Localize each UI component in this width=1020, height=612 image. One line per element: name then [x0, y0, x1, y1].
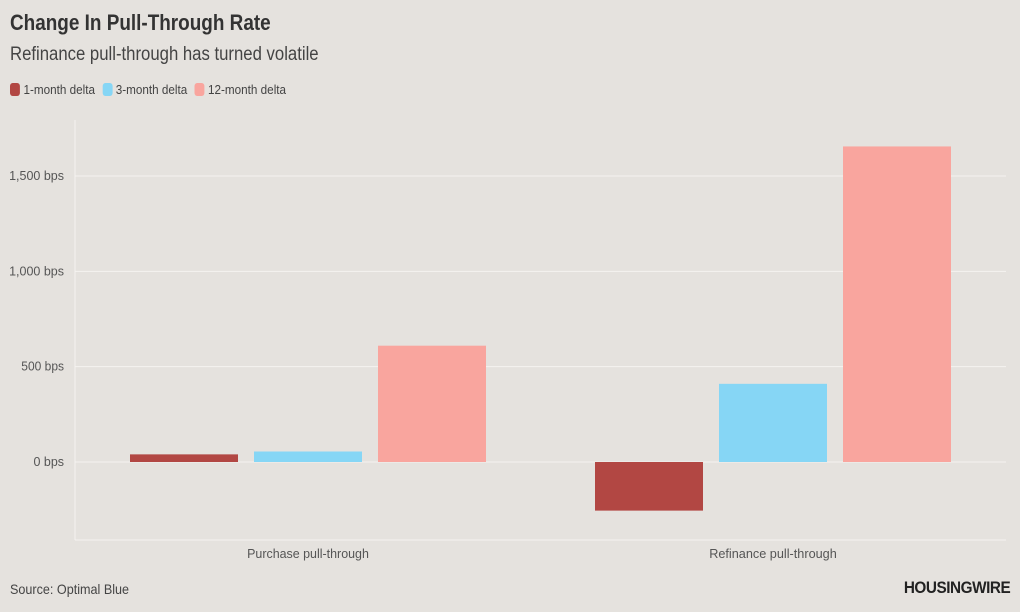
- y-tick-label: 1,000 bps: [9, 263, 64, 278]
- legend-item-3-month[interactable]: 3-month delta: [102, 82, 187, 97]
- legend-swatch-12-month: [194, 83, 205, 96]
- legend-label-1-month: 1-month delta: [23, 82, 96, 97]
- bar-1-0[interactable]: [595, 462, 703, 511]
- chart-legend: 1-month delta 3-month delta 12-month del…: [10, 82, 293, 97]
- x-category-label: Purchase pull-through: [247, 546, 369, 561]
- bar-1-1[interactable]: [719, 383, 827, 462]
- chart-title: Change In Pull-Through Rate: [10, 10, 271, 35]
- legend-item-1-month[interactable]: 1-month delta: [10, 82, 95, 97]
- bar-0-0[interactable]: [130, 454, 238, 462]
- legend-swatch-3-month: [102, 83, 113, 96]
- y-tick-label: 1,500 bps: [9, 168, 64, 183]
- axis-labels: 0 bps 500 bps 1,000 bps 1,500 bps Purchase p…: [9, 168, 837, 561]
- bars: [130, 146, 951, 511]
- bar-0-2[interactable]: [378, 345, 486, 462]
- legend-label-12-month: 12-month delta: [208, 82, 287, 97]
- bar-0-1[interactable]: [254, 451, 362, 462]
- chart-subtitle: Refinance pull-through has turned volati…: [10, 44, 319, 65]
- y-tick-label: 500 bps: [21, 359, 64, 374]
- housingwire-logo[interactable]: HOUSINGWIRE: [903, 578, 1011, 597]
- x-category-label: Refinance pull-through: [709, 546, 837, 561]
- legend-swatch-1-month: [10, 83, 20, 96]
- axis-frame: [74, 120, 1006, 541]
- bar-1-2[interactable]: [843, 146, 951, 463]
- source-note: Source: Optimal Blue: [10, 581, 130, 597]
- legend-item-12-month[interactable]: 12-month delta: [194, 82, 287, 97]
- y-tick-label: 0 bps: [34, 454, 65, 469]
- legend-label-3-month: 3-month delta: [115, 82, 188, 97]
